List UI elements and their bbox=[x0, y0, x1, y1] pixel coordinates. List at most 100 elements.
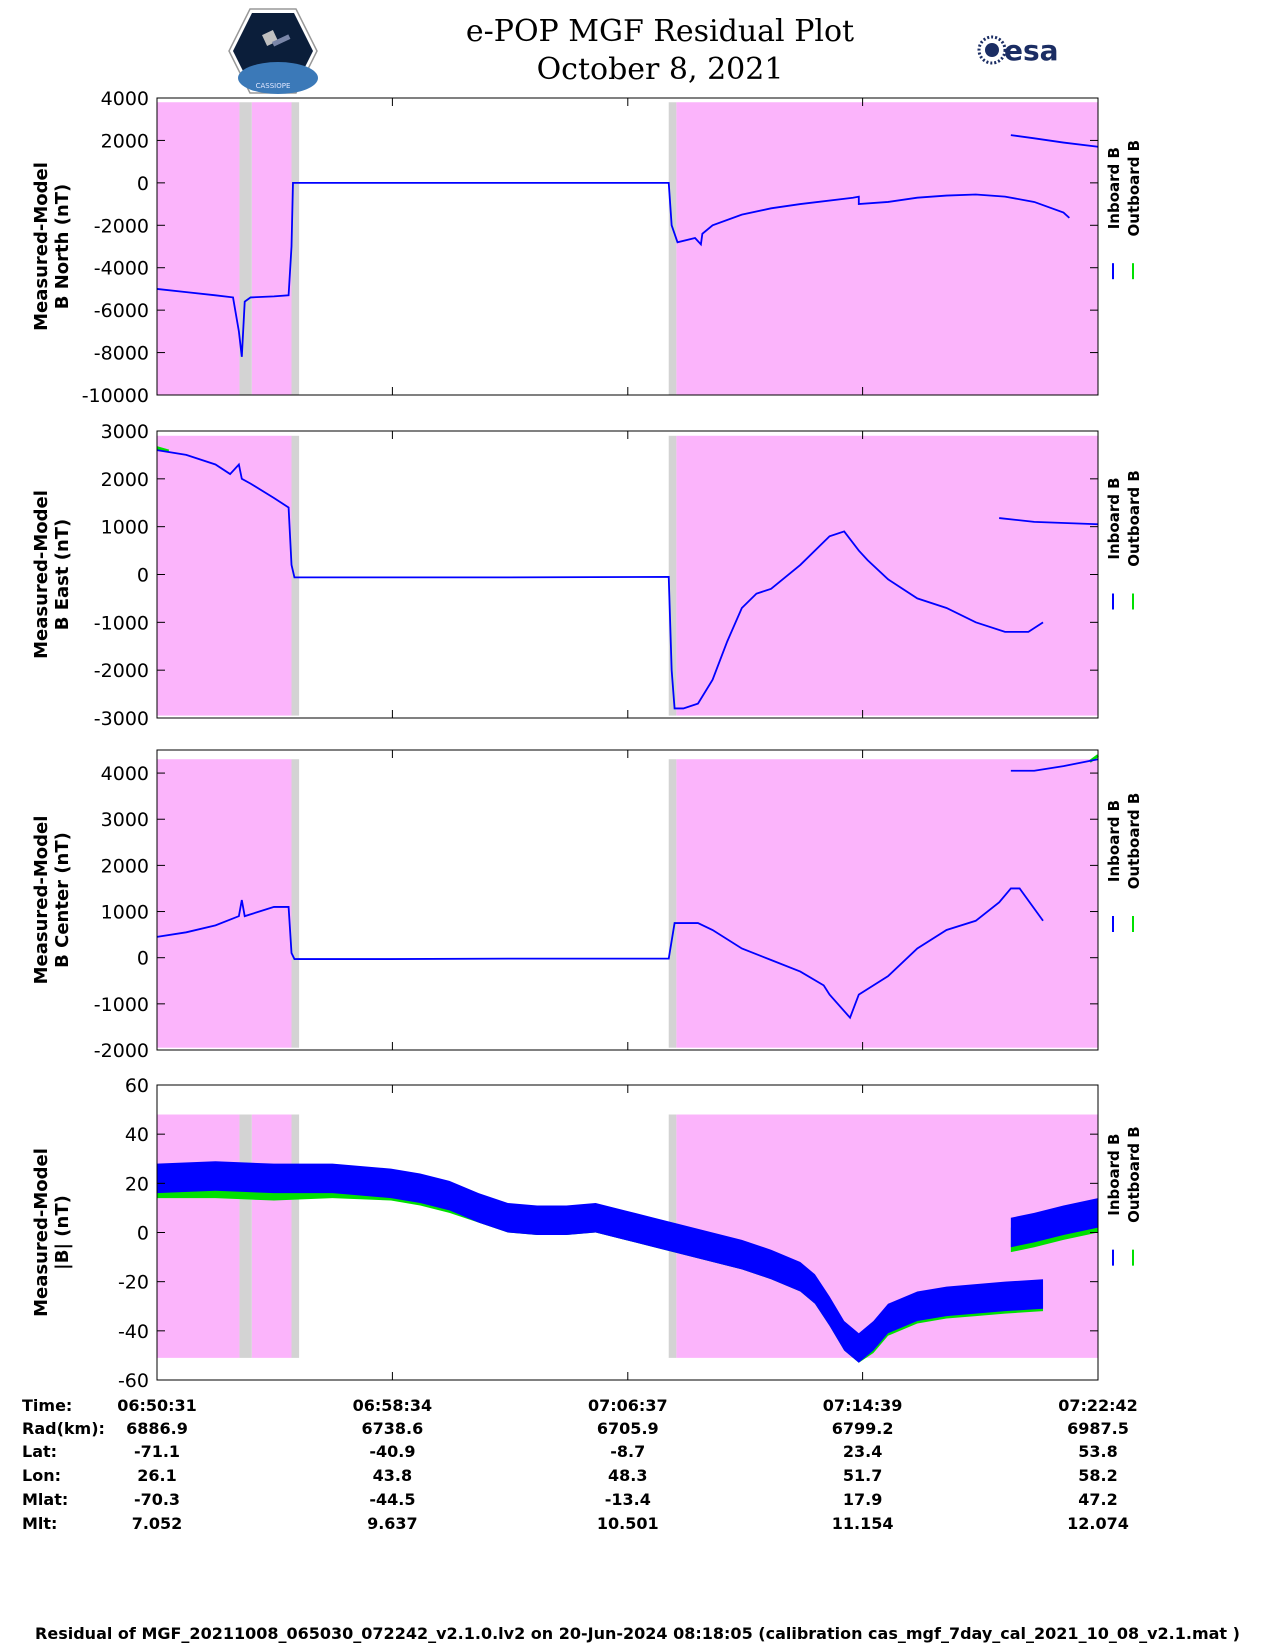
y-tick-label: 20 bbox=[125, 1173, 149, 1195]
y-axis-label: |B| (nT) bbox=[52, 1195, 73, 1270]
y-tick-label: 2000 bbox=[101, 469, 149, 491]
inboard-series bbox=[1010, 134, 1099, 148]
table-cell: 07:06:37 bbox=[587, 1396, 668, 1415]
gray-band bbox=[239, 1114, 252, 1358]
y-tick-label: -20 bbox=[118, 1272, 149, 1294]
table-cell: 53.8 bbox=[1078, 1442, 1118, 1461]
pink-band bbox=[676, 759, 1098, 1048]
y-axis-label: B Center (nT) bbox=[52, 832, 73, 968]
inboard-series bbox=[157, 1161, 1044, 1363]
legend-label: Inboard B bbox=[1105, 477, 1123, 559]
gray-band bbox=[291, 1114, 300, 1358]
legend-label: Outboard B bbox=[1125, 793, 1143, 890]
inboard-series bbox=[156, 181, 1070, 357]
inboard-series bbox=[156, 887, 1044, 1020]
table-row-label: Rad(km): bbox=[22, 1419, 105, 1438]
legend-label: Inboard B bbox=[1105, 800, 1123, 882]
y-tick-label: -60 bbox=[118, 1370, 149, 1392]
pink-band bbox=[251, 1114, 292, 1358]
gray-band bbox=[291, 102, 300, 395]
svg-text:esa: esa bbox=[1004, 34, 1058, 67]
table-cell: -40.9 bbox=[369, 1442, 416, 1461]
table-cell: 43.8 bbox=[372, 1466, 413, 1485]
table-cell: 6799.2 bbox=[831, 1419, 894, 1438]
inboard-series bbox=[156, 449, 1044, 710]
pink-band bbox=[676, 435, 1098, 716]
legend-label: Inboard B bbox=[1105, 1134, 1123, 1216]
y-tick-label: 3000 bbox=[101, 421, 149, 443]
table-row-label: Mlt: bbox=[22, 1514, 58, 1533]
footer-text: Residual of MGF_20211008_065030_072242_v… bbox=[35, 1624, 1240, 1643]
table-cell: 6705.9 bbox=[596, 1419, 659, 1438]
y-tick-label: 4000 bbox=[101, 88, 149, 110]
pink-band bbox=[251, 102, 292, 395]
y-tick-label: -4000 bbox=[94, 258, 149, 280]
y-tick-label: -2000 bbox=[94, 215, 149, 237]
inboard-series bbox=[999, 517, 1099, 526]
pink-band bbox=[157, 102, 240, 395]
gray-band bbox=[668, 102, 677, 395]
table-cell: 48.3 bbox=[608, 1466, 648, 1485]
chart-date: October 8, 2021 bbox=[536, 52, 784, 87]
table-cell: 6987.5 bbox=[1067, 1419, 1129, 1438]
y-tick-label: -1000 bbox=[94, 994, 149, 1016]
y-tick-label: -2000 bbox=[94, 1040, 149, 1062]
table-cell: 17.9 bbox=[842, 1490, 883, 1509]
y-tick-label: 2000 bbox=[101, 130, 149, 152]
table-cell: -44.5 bbox=[369, 1490, 416, 1509]
table-cell: 12.074 bbox=[1067, 1514, 1129, 1533]
table-cell: -71.1 bbox=[133, 1442, 181, 1461]
table-cell: 9.637 bbox=[367, 1514, 418, 1533]
y-tick-label: 4000 bbox=[101, 763, 149, 785]
y-tick-label: 0 bbox=[137, 173, 149, 195]
y-tick-label: 0 bbox=[137, 1223, 149, 1245]
svg-text:CASSIOPE: CASSIOPE bbox=[256, 82, 291, 90]
y-tick-label: 0 bbox=[137, 565, 149, 587]
y-axis-label: Measured-Model bbox=[31, 490, 52, 659]
table-cell: 7.052 bbox=[131, 1514, 183, 1533]
inboard-series bbox=[1010, 758, 1099, 772]
y-tick-label: 1000 bbox=[101, 517, 149, 539]
pink-band bbox=[676, 102, 1098, 395]
y-axis-label: Measured-Model bbox=[31, 1148, 52, 1317]
table-cell: -8.7 bbox=[610, 1442, 646, 1461]
legend-label: Outboard B bbox=[1125, 140, 1143, 237]
y-tick-label: -40 bbox=[118, 1321, 149, 1343]
gray-band bbox=[239, 102, 252, 395]
chart-title: e-POP MGF Residual Plot bbox=[465, 14, 855, 49]
table-cell: 58.2 bbox=[1078, 1466, 1118, 1485]
gray-band bbox=[291, 435, 300, 716]
table-row-label: Lat: bbox=[22, 1442, 58, 1461]
table-cell: 26.1 bbox=[137, 1466, 177, 1485]
gray-band bbox=[291, 759, 300, 1048]
legend-label: Outboard B bbox=[1125, 470, 1143, 567]
table-cell: 07:14:39 bbox=[822, 1396, 903, 1415]
table-cell: 11.154 bbox=[831, 1514, 894, 1533]
table-cell: 6738.6 bbox=[361, 1419, 424, 1438]
inboard-series bbox=[1010, 1198, 1098, 1248]
table-row-label: Lon: bbox=[22, 1466, 61, 1485]
table-row-label: Time: bbox=[22, 1396, 73, 1415]
y-axis-label: Measured-Model bbox=[31, 816, 52, 985]
y-tick-label: -3000 bbox=[94, 708, 149, 730]
table-cell: 07:22:42 bbox=[1058, 1396, 1138, 1415]
legend-label: Outboard B bbox=[1125, 1126, 1143, 1223]
y-axis-label: Measured-Model bbox=[31, 162, 52, 331]
pink-band bbox=[157, 1114, 240, 1358]
y-tick-label: 60 bbox=[125, 1075, 149, 1097]
gray-band bbox=[668, 759, 677, 1048]
y-tick-label: 2000 bbox=[101, 855, 149, 877]
pink-band bbox=[157, 435, 292, 716]
y-tick-label: 3000 bbox=[101, 809, 149, 831]
table-cell: 06:58:34 bbox=[352, 1396, 433, 1415]
cassiope-logo: CASSIOPE bbox=[228, 8, 318, 94]
table-cell: -70.3 bbox=[133, 1490, 181, 1509]
table-cell: 47.2 bbox=[1078, 1490, 1118, 1509]
outboard-series bbox=[156, 446, 170, 453]
legend-label: Inboard B bbox=[1105, 147, 1123, 229]
table-cell: 51.7 bbox=[842, 1466, 883, 1485]
esa-logo: esa bbox=[977, 34, 1058, 67]
y-axis-label: B East (nT) bbox=[52, 519, 73, 631]
y-tick-label: -10000 bbox=[82, 385, 149, 407]
